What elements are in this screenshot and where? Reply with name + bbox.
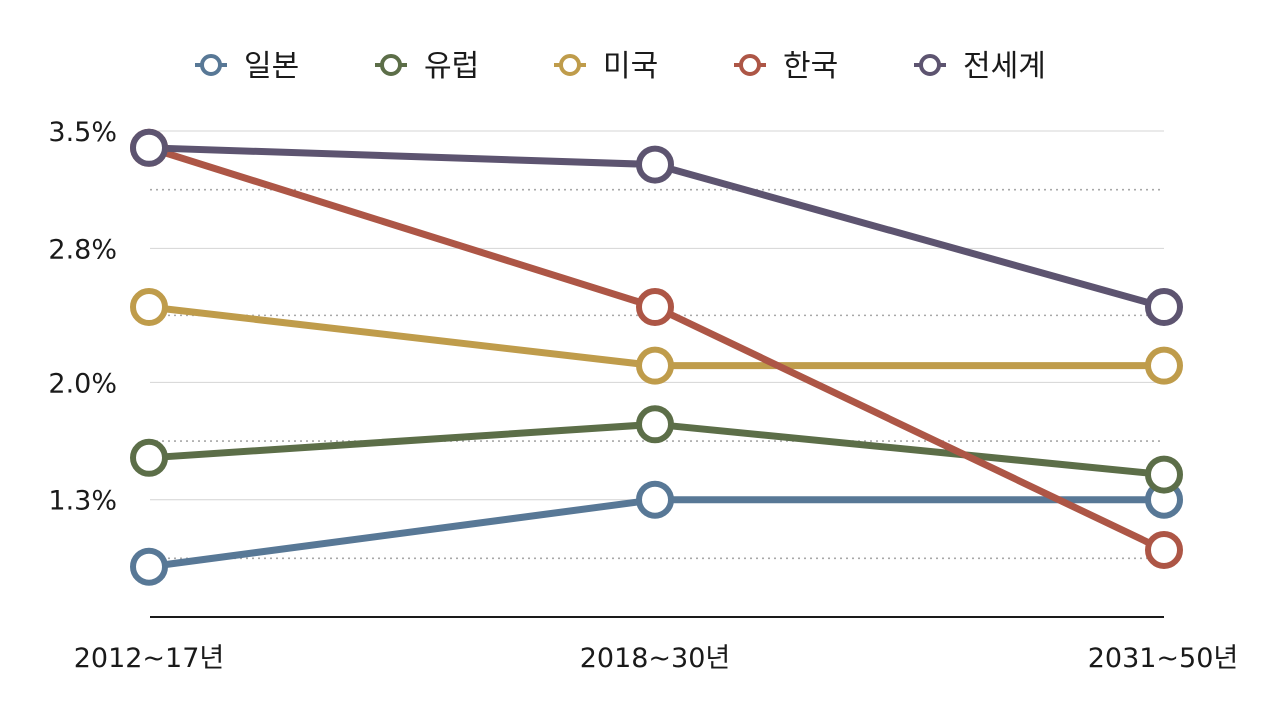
data-point: [130, 438, 168, 477]
data-point: [636, 480, 674, 519]
y-tick-label: 1.3%: [48, 486, 117, 517]
data-point: [636, 145, 674, 184]
data-point: [1145, 530, 1183, 569]
legend-marker-swatch: [919, 54, 941, 76]
x-tick-label: 2012~17년: [74, 643, 225, 674]
series-markers: [130, 128, 1183, 586]
legend-label: 일본: [244, 49, 299, 84]
data-point: [1145, 346, 1183, 385]
y-axis-tick-labels: 1.3% 2.0% 2.8% 3.5%: [48, 117, 117, 517]
data-point: [636, 346, 674, 385]
data-point: [1145, 455, 1183, 494]
legend-item: 한국: [734, 49, 838, 84]
x-tick-label: 2031~50년: [1088, 643, 1239, 674]
x-tick-label: 2018~30년: [580, 643, 731, 674]
legend-item: 유럽: [375, 49, 479, 84]
y-tick-label: 2.8%: [48, 234, 117, 265]
legend-label: 한국: [783, 49, 838, 84]
y-tick-label: 3.5%: [48, 117, 117, 148]
data-point: [1145, 288, 1183, 326]
data-point: [636, 405, 674, 444]
y-tick-label: 2.0%: [48, 368, 117, 399]
legend-label: 유럽: [424, 49, 479, 84]
legend: 일본 유럽 미국 한국 전세계: [195, 49, 1046, 84]
legend-marker-swatch: [200, 54, 222, 76]
legend-item: 일본: [195, 49, 299, 84]
data-point: [130, 547, 168, 586]
legend-marker-swatch: [739, 54, 761, 76]
legend-item: 전세계: [914, 49, 1046, 84]
legend-marker-swatch: [380, 54, 402, 76]
data-point: [130, 288, 168, 326]
legend-marker-swatch: [559, 54, 581, 76]
data-point: [636, 288, 674, 326]
legend-label: 미국: [603, 49, 658, 84]
legend-item: 미국: [554, 49, 658, 84]
data-point: [130, 128, 168, 167]
x-axis-tick-labels: 2012~17년 2018~30년 2031~50년: [74, 643, 1239, 674]
legend-label: 전세계: [963, 49, 1046, 84]
